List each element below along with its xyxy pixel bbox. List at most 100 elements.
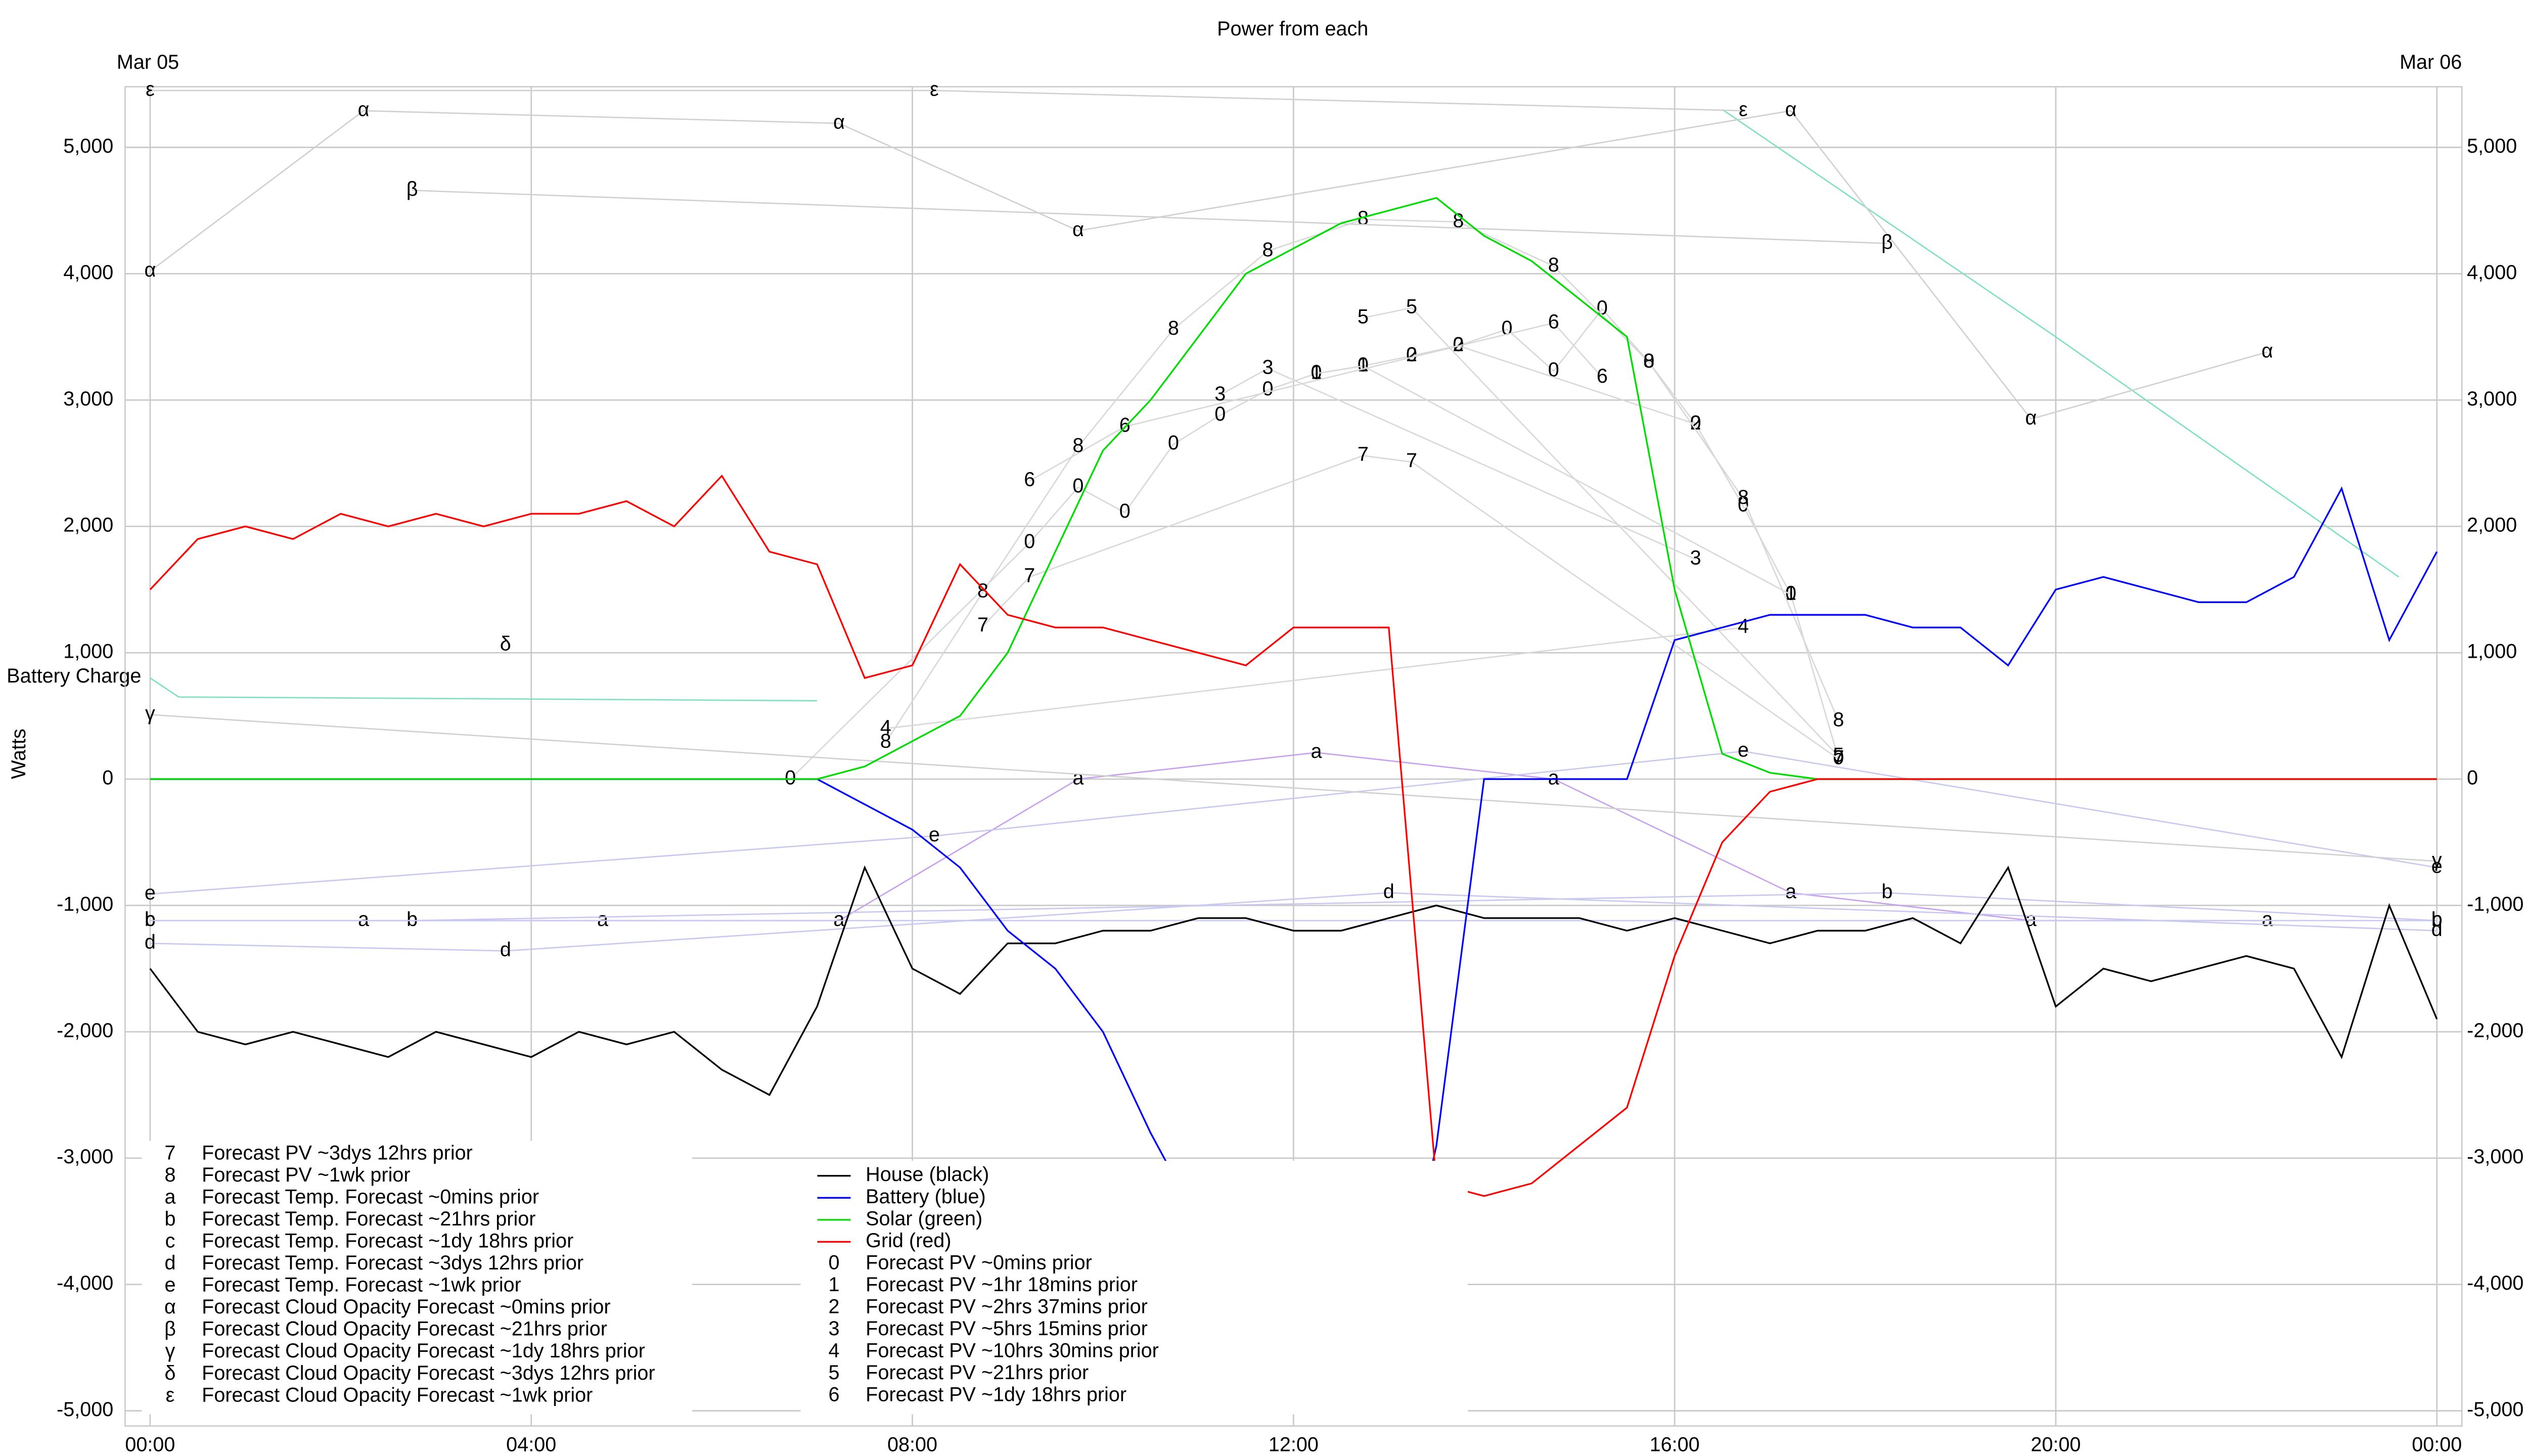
point-marker: 0 [1833,747,1844,769]
forecast-line [412,190,1887,244]
legend-label: Forecast PV ~1wk prior [202,1164,410,1186]
y2-tick-label: -2,000 [2467,1019,2523,1041]
legend-label: Forecast PV ~1hr 18mins prior [866,1273,1138,1296]
point-marker: 3 [1690,547,1701,569]
legend-label: Forecast PV ~2hrs 37mins prior [866,1296,1148,1318]
y-tick-label: 4,000 [63,261,113,284]
point-marker: 7 [1406,449,1417,472]
point-marker: a [1072,767,1084,789]
point-marker: 6 [1548,310,1559,333]
legend-marker: 5 [828,1361,839,1384]
legend-marker: a [164,1186,176,1208]
point-marker: b [2431,908,2443,930]
legend: House (black)Battery (blue)Solar (green)… [800,1161,1468,1415]
y-tick-label: 0 [102,767,113,789]
legend-marker: 7 [164,1142,175,1164]
y-tick-label: -2,000 [57,1019,113,1041]
y-tick-label: 2,000 [63,514,113,536]
x-tick-label: 12:00 [1269,1434,1319,1456]
point-marker: 0 [1119,500,1131,522]
forecast-line [1220,368,1696,560]
point-marker: a [1785,880,1797,902]
legend-label: Forecast PV ~10hrs 30mins prior [866,1340,1159,1362]
end-date: Mar 06 [2400,51,2462,73]
point-marker: 1 [1785,582,1796,605]
legend-marker: 6 [828,1384,839,1406]
y2-tick-label: 4,000 [2467,261,2517,284]
point-marker: 0 [1214,403,1226,425]
legend-label: Battery (blue) [866,1186,986,1208]
legend-label: Forecast Temp. Forecast ~3dys 12hrs prio… [202,1252,583,1274]
legend-marker: ε [166,1384,175,1406]
point-marker: 2 [1406,343,1417,366]
point-marker: 7 [1358,443,1369,466]
point-marker: 2 [1453,333,1464,355]
point-marker: 5 [1406,295,1417,317]
point-marker: a [2025,908,2037,930]
legend: 7 Forecast PV ~3dys 12hrs prior 8 Forecast … [142,1141,693,1415]
point-marker: 0 [1690,412,1701,434]
point-marker: c [145,908,155,930]
legend-marker: d [164,1252,175,1274]
forecast-line [982,454,1839,760]
point-marker: d [145,931,156,953]
legend-marker: c [165,1230,175,1252]
point-marker: b [145,908,156,930]
point-marker: 6 [1597,365,1608,387]
y2-tick-label: 2,000 [2467,514,2517,536]
point-marker: c [2432,908,2442,930]
point-marker: 6 [1024,469,1035,491]
legend-marker: δ [164,1362,175,1384]
point-marker: ε [930,78,939,100]
legend-label: House (black) [866,1163,989,1186]
x-tick-label: 00:00 [125,1434,175,1456]
point-marker: 0 [1785,582,1796,605]
point-marker: 4 [880,716,891,739]
legend-label: Forecast PV ~1dy 18hrs prior [866,1384,1126,1406]
point-marker: 5 [1358,305,1369,328]
point-marker: d [1383,880,1394,902]
y-tick-label: -1,000 [57,893,113,915]
y2-tick-label: 0 [2467,767,2478,789]
forecast-line [1363,307,1839,757]
legend-label: Grid (red) [866,1230,951,1252]
point-marker: 0 [1738,494,1749,516]
y-tick-label: -3,000 [57,1146,113,1168]
x-tick-label: 08:00 [887,1434,937,1456]
point-marker: 8 [1453,209,1464,232]
point-marker: ε [146,78,155,100]
point-marker: 8 [1738,486,1749,509]
point-marker: 7 [1833,747,1844,769]
point-marker: β [407,178,418,200]
point-marker: 3 [1262,356,1273,378]
y-tick-label: -5,000 [57,1398,113,1421]
point-marker: 0 [785,767,796,789]
point-marker: a [1311,740,1323,762]
legend-label: Forecast Temp. Forecast ~1wk prior [202,1274,521,1296]
chart-title: Power from each [1217,18,1368,40]
point-marker: 8 [1548,254,1559,276]
forecast-line [150,110,2268,420]
x-tick-label: 04:00 [506,1434,556,1456]
legend-label: Forecast Cloud Opacity Forecast ~3dys 12… [202,1362,655,1384]
point-marker: b [407,908,418,930]
point-marker: 4 [1738,615,1749,638]
legend-label: Forecast Cloud Opacity Forecast ~1wk pri… [202,1384,593,1406]
y2-tick-label: 1,000 [2467,641,2517,663]
point-marker: d [2431,918,2443,940]
series-line [149,474,2437,1197]
y2-tick-label: 3,000 [2467,388,2517,410]
point-marker: γ [145,702,155,724]
point-marker: 1 [1358,353,1369,376]
point-marker: 8 [1072,434,1084,457]
point-marker: e [145,882,156,904]
point-marker: e [929,824,940,846]
y-tick-label: -4,000 [57,1272,113,1294]
legend-marker: 2 [828,1296,839,1318]
point-marker: a [1548,767,1560,789]
point-marker: 0 [1406,343,1417,366]
legend-label: Forecast PV ~5hrs 15mins prior [866,1317,1148,1340]
legend-label: Forecast PV ~3dys 12hrs prior [202,1142,473,1164]
annotation: Battery Charge [7,665,141,687]
y2-tick-label: -4,000 [2467,1272,2523,1294]
